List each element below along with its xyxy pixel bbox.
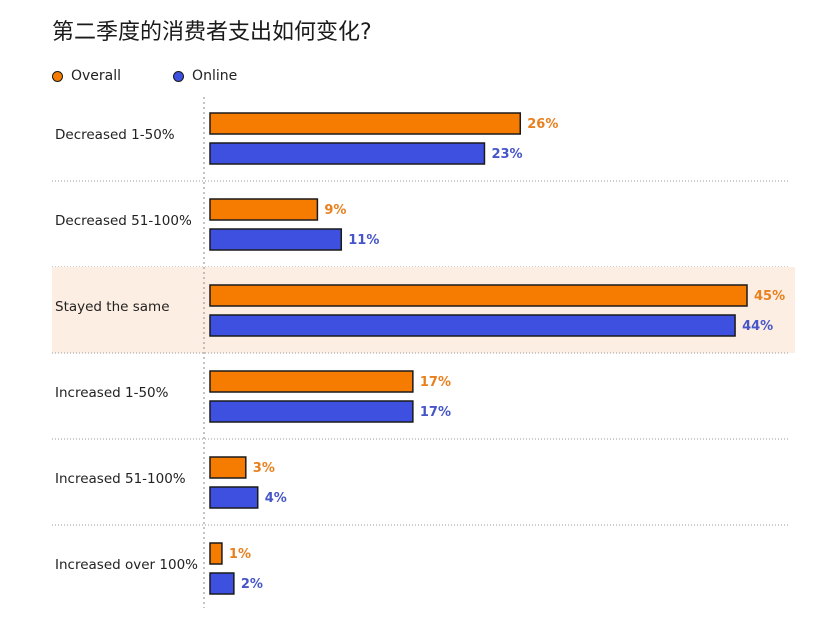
chart-title: 第二季度的消费者支出如何变化?	[52, 20, 372, 45]
bar-overall-stayed-the-same	[209, 284, 748, 307]
data-label-overall-increased-1-50: 17%	[420, 375, 451, 390]
highlight-row-stayed-the-same	[52, 267, 795, 353]
data-label-online-increased-51-100: 4%	[265, 491, 287, 506]
category-label-decreased-1-50: Decreased 1-50%	[55, 127, 175, 143]
data-label-overall-decreased-51-100: 9%	[324, 203, 346, 218]
data-label-online-decreased-51-100: 11%	[348, 233, 379, 248]
category-label-increased-1-50: Increased 1-50%	[55, 385, 169, 401]
legend-item-overall: Overall	[52, 68, 121, 84]
category-label-increased-51-100: Increased 51-100%	[55, 471, 186, 487]
data-label-overall-decreased-1-50: 26%	[527, 117, 558, 132]
bar-overall-decreased-1-50	[209, 112, 522, 135]
bar-overall-increased-51-100	[209, 456, 247, 479]
bar-online-stayed-the-same	[209, 314, 736, 337]
category-label-stayed-the-same: Stayed the same	[55, 299, 170, 315]
bar-online-increased-51-100	[209, 486, 259, 509]
data-label-online-increased-1-50: 17%	[420, 405, 451, 420]
bar-online-increased-1-50	[209, 400, 414, 423]
bar-overall-decreased-51-100	[209, 198, 319, 221]
category-label-increased-over-100: Increased over 100%	[55, 557, 198, 573]
legend-item-online: Online	[173, 68, 237, 84]
legend-label-overall: Overall	[71, 68, 122, 84]
legend-swatch-online	[173, 70, 185, 82]
data-label-online-stayed-the-same: 44%	[742, 319, 773, 334]
bar-overall-increased-1-50	[209, 370, 414, 393]
legend-label-online: Online	[192, 68, 238, 84]
data-label-overall-stayed-the-same: 45%	[754, 289, 785, 304]
bar-online-increased-over-100	[209, 572, 235, 595]
bar-overall-increased-over-100	[209, 542, 223, 565]
legend-swatch-overall	[52, 70, 63, 82]
data-label-online-decreased-1-50: 23%	[491, 147, 522, 162]
data-label-online-increased-over-100: 2%	[241, 577, 263, 592]
legend: Overall Online	[52, 66, 289, 86]
category-label-decreased-51-100: Decreased 51-100%	[55, 213, 192, 229]
data-label-overall-increased-51-100: 3%	[253, 461, 275, 476]
data-label-overall-increased-over-100: 1%	[229, 547, 251, 562]
bar-online-decreased-51-100	[209, 228, 343, 251]
bar-online-decreased-1-50	[209, 142, 486, 165]
